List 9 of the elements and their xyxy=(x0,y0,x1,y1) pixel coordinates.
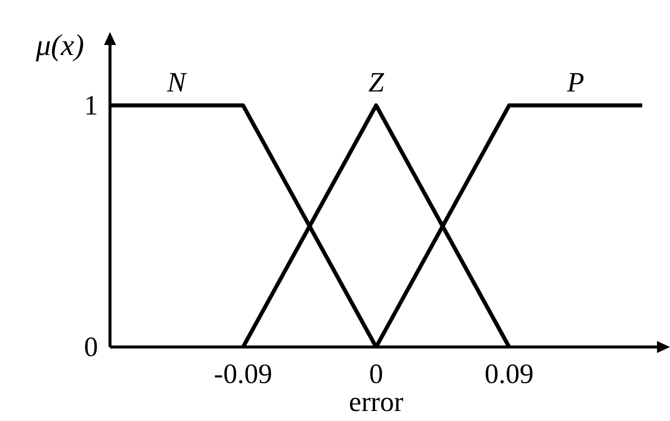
series-label: P xyxy=(566,67,584,98)
x-tick-label: 0.09 xyxy=(484,359,534,390)
series-label: N xyxy=(166,67,188,98)
x-tick-label: 0 xyxy=(369,359,384,390)
series-label: Z xyxy=(368,67,384,98)
y-tick-label: 1 xyxy=(84,90,98,122)
x-tick-label: -0.09 xyxy=(214,359,272,390)
x-axis-title: error xyxy=(348,387,404,418)
y-axis-title: μ(x) xyxy=(34,29,84,62)
